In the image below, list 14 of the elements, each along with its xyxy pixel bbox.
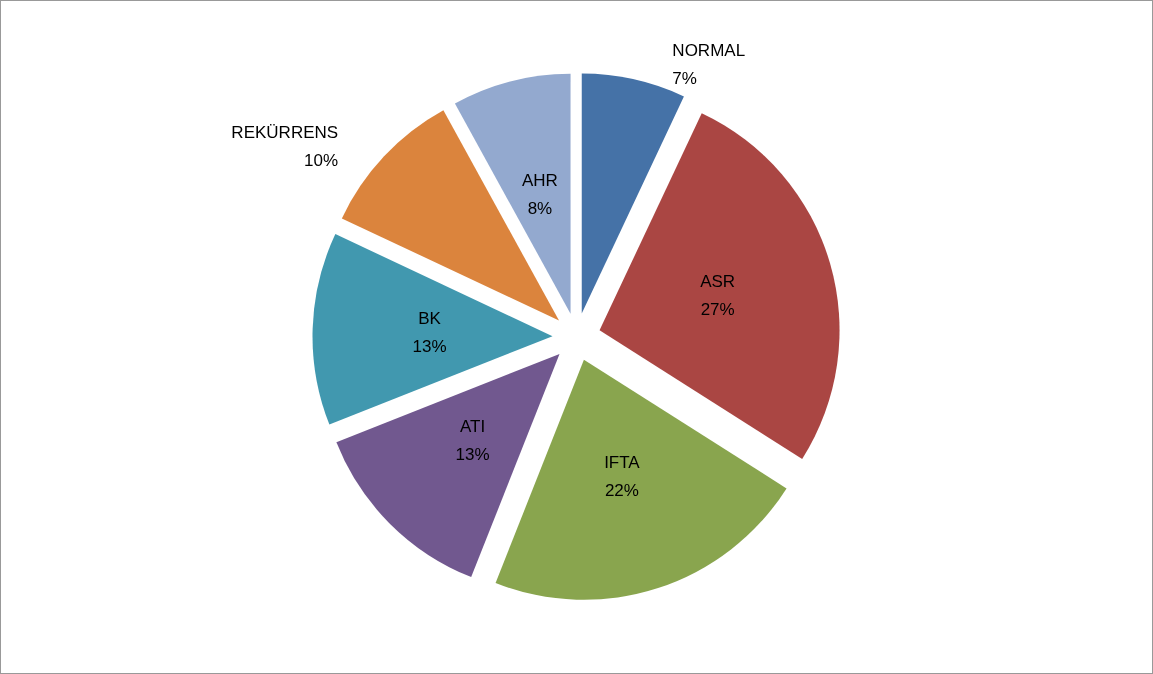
data-label: 7% (672, 69, 697, 89)
slice-label: ATI (459, 417, 486, 437)
slice-label: NORMAL (672, 41, 746, 61)
data-label: 10% (304, 150, 339, 170)
data-label: 27% (700, 300, 735, 320)
slice-label: IFTA (604, 453, 641, 473)
slice-label: AHR (521, 171, 558, 191)
slice-label: BK (418, 308, 442, 328)
data-label: 22% (604, 481, 639, 501)
slice-label: ASR (700, 272, 736, 292)
data-label: 13% (412, 336, 447, 356)
data-label: 13% (455, 445, 490, 465)
data-label: 8% (527, 199, 553, 219)
slice-label: REKÜRRENS (231, 122, 339, 142)
